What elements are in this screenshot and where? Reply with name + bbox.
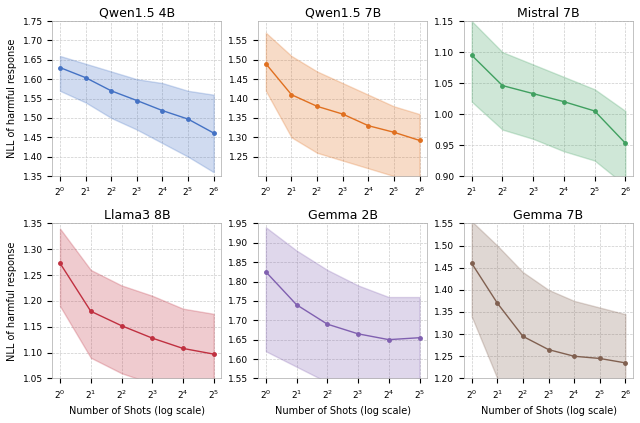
Title: Qwen1.5 4B: Qwen1.5 4B [99,7,175,20]
X-axis label: Number of Shots (log scale): Number of Shots (log scale) [481,406,616,416]
Title: Qwen1.5 7B: Qwen1.5 7B [305,7,381,20]
X-axis label: Number of Shots (log scale): Number of Shots (log scale) [275,406,411,416]
Y-axis label: NLL of harmful response: NLL of harmful response [7,241,17,360]
Title: Llama3 8B: Llama3 8B [104,209,170,222]
Y-axis label: NLL of harmful response: NLL of harmful response [7,39,17,158]
Title: Mistral 7B: Mistral 7B [517,7,580,20]
X-axis label: Number of Shots (log scale): Number of Shots (log scale) [69,406,205,416]
Title: Gemma 7B: Gemma 7B [513,209,584,222]
Title: Gemma 2B: Gemma 2B [308,209,378,222]
